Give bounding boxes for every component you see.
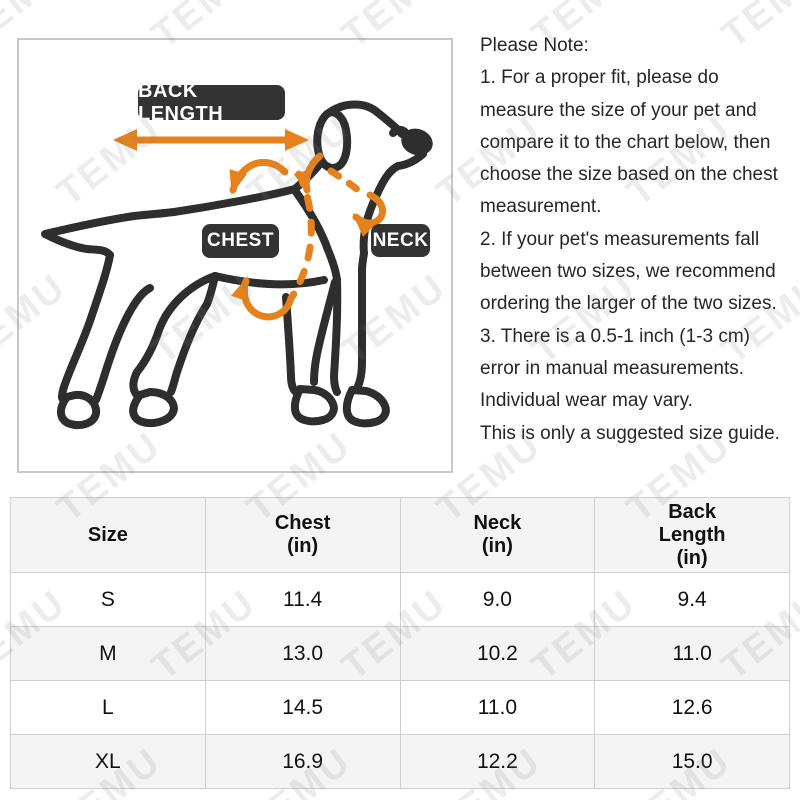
size-cell: M (10, 626, 206, 681)
table-row: M 13.0 10.2 11.0 (10, 626, 790, 681)
note-line: 1. For a proper fit, please do (480, 67, 719, 89)
dog-nose (401, 128, 433, 156)
value-cell: 11.4 (204, 572, 401, 627)
note-line: ordering the larger of the two sizes. (480, 293, 777, 315)
note-line: Individual wear may vary. (480, 390, 693, 412)
note-line: measure the size of your pet and (480, 99, 757, 121)
back-length-arrow-icon (113, 129, 309, 151)
chest-badge-label: CHEST (207, 230, 274, 251)
back-length-badge: BACK LENGTH (138, 80, 285, 125)
note-line: measurement. (480, 196, 602, 218)
header-row: Size Chest (in) Neck (in) Back Length (in) (10, 497, 790, 573)
column-header: Size (10, 497, 206, 573)
note-line: compare it to the chart below, then (480, 131, 771, 153)
note-line: error in manual measurements. (480, 357, 744, 379)
value-cell: 12.6 (594, 680, 790, 735)
neck-measure-arrows-icon (293, 152, 387, 237)
value-cell: 9.0 (399, 572, 596, 627)
value-cell: 10.2 (399, 626, 596, 681)
table-row: S 11.4 9.0 9.4 (10, 572, 790, 627)
neck-badge-label: NECK (372, 229, 429, 251)
dog-illustration (41, 100, 433, 430)
size-chart-header: Size Chest (in) Neck (in) Back Length (in) (10, 497, 790, 573)
neck-badge: NECK (371, 224, 430, 257)
value-cell: 9.4 (594, 572, 790, 627)
size-chart-table: Size Chest (in) Neck (in) Back Length (in) … (10, 497, 790, 789)
value-cell: 14.5 (204, 680, 401, 735)
size-cell: XL (10, 734, 206, 789)
value-cell: 16.9 (204, 734, 401, 789)
dog-outline (41, 100, 433, 430)
please-note-text: Please Note: 1. For a proper fit, please … (480, 30, 798, 450)
note-line: This is only a suggested size guide. (480, 422, 780, 444)
table-row: L 14.5 11.0 12.6 (10, 680, 790, 735)
value-cell: 11.0 (594, 626, 790, 681)
measurement-diagram: BACK LENGTH CHEST NECK (17, 38, 453, 473)
back-length-badge-label: BACK LENGTH (138, 79, 224, 125)
value-cell: 11.0 (399, 680, 596, 735)
chest-badge: CHEST (202, 224, 279, 258)
column-header: Chest (in) (204, 497, 401, 573)
note-line: between two sizes, we recommend (480, 261, 776, 283)
size-cell: S (10, 572, 206, 627)
column-header: Neck (in) (399, 497, 596, 573)
value-cell: 15.0 (594, 734, 790, 789)
table-row: XL 16.9 12.2 15.0 (10, 734, 790, 789)
size-cell: L (10, 680, 206, 735)
note-line: 2. If your pet's measurements fall (480, 228, 760, 250)
note-line: 3. There is a 0.5-1 inch (1-3 cm) (480, 325, 750, 347)
note-line: choose the size based on the chest (480, 164, 778, 186)
size-chart-body: S 11.4 9.0 9.4 M 13.0 10.2 11.0 L 14.5 11.0 12.6 XL 1… (10, 572, 790, 789)
value-cell: 12.2 (399, 734, 596, 789)
value-cell: 13.0 (204, 626, 401, 681)
column-header: Back Length (in) (594, 497, 790, 573)
note-line: Please Note: (480, 35, 589, 56)
